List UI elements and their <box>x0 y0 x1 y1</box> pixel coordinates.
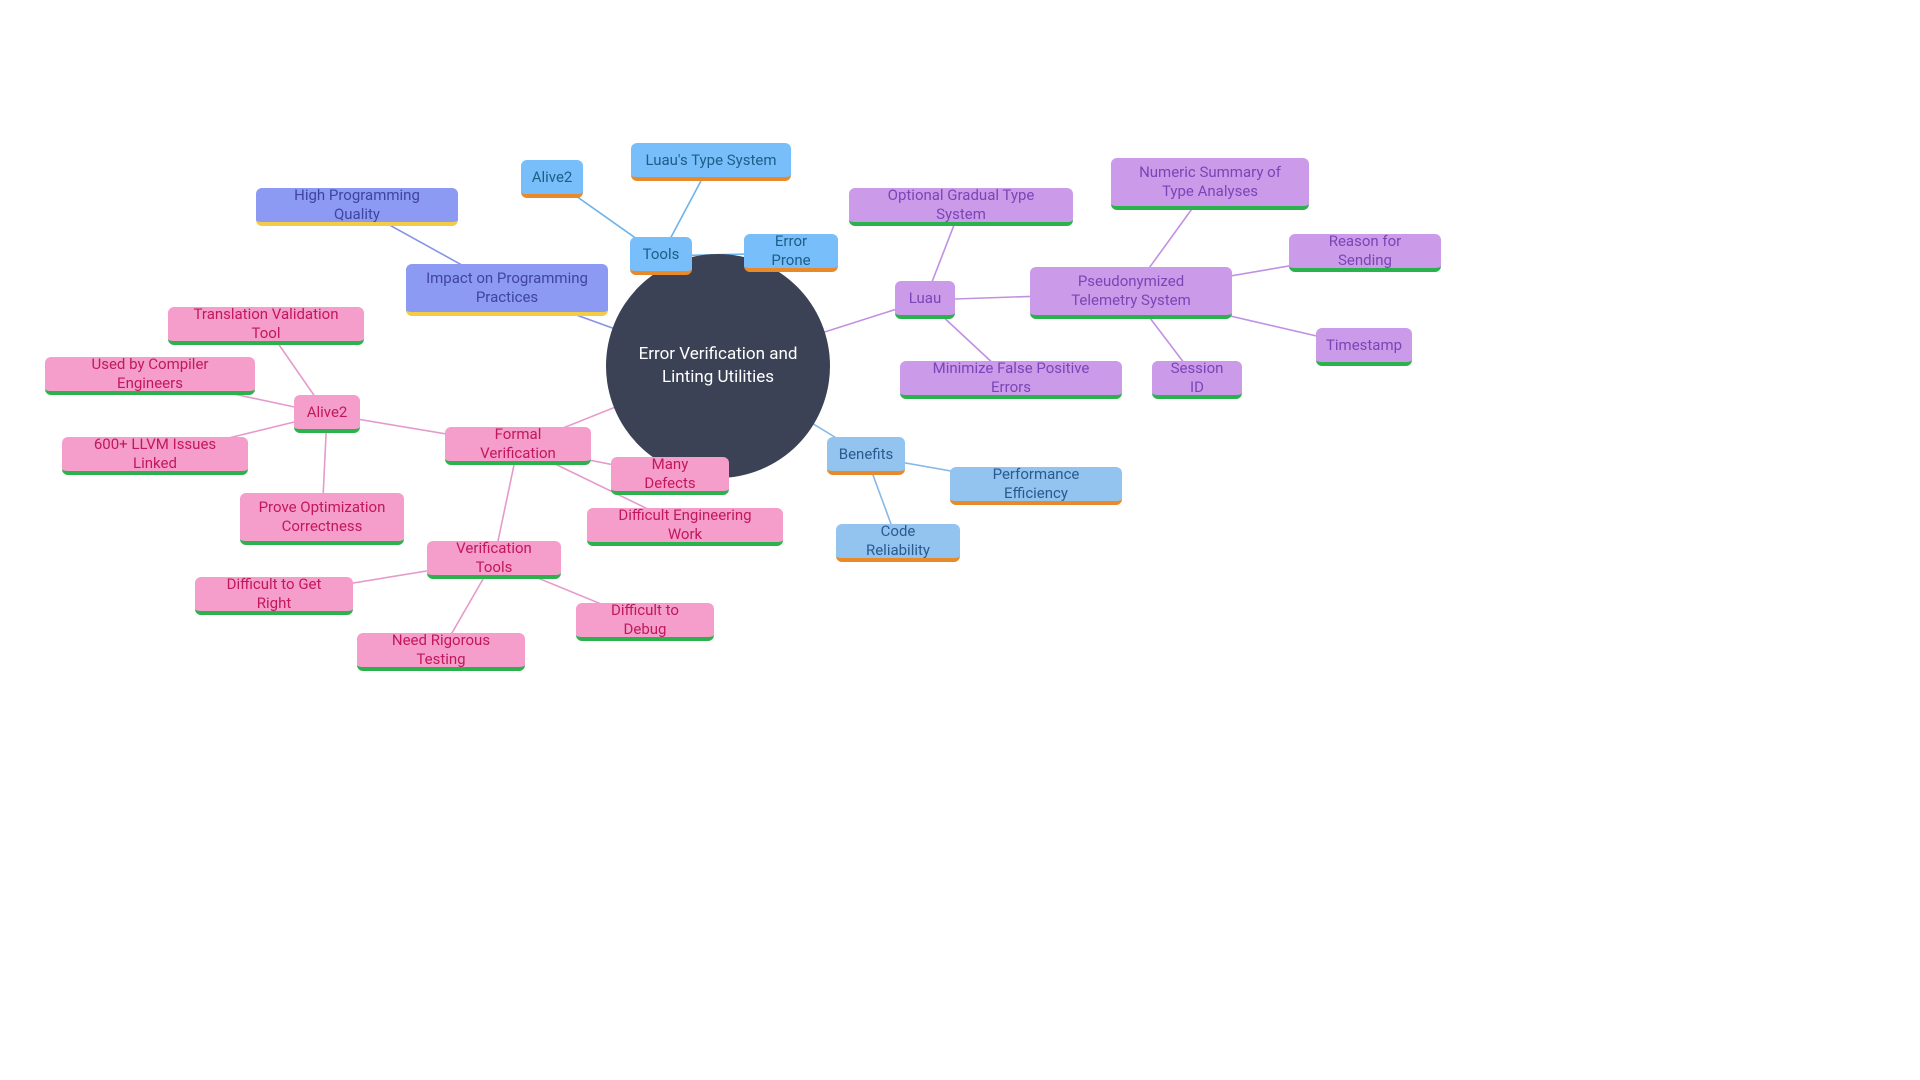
node-label: Translation Validation Tool <box>182 305 350 343</box>
node-label: Optional Gradual Type System <box>863 186 1059 224</box>
node-label: Impact on Programming Practices <box>420 269 594 307</box>
node-label: Alive2 <box>307 403 348 422</box>
node-label: Luau's Type System <box>645 151 776 170</box>
node-diffright: Difficult to Get Right <box>195 577 353 615</box>
node-label: Reason for Sending <box>1303 232 1427 270</box>
node-sessionid: Session ID <box>1152 361 1242 399</box>
node-diffdebug: Difficult to Debug <box>576 603 714 641</box>
node-tools: Tools <box>630 237 692 275</box>
node-label: Timestamp <box>1326 336 1402 355</box>
node-label: Used by Compiler Engineers <box>59 355 241 393</box>
node-highq: High Programming Quality <box>256 188 458 226</box>
node-reason: Reason for Sending <box>1289 234 1441 272</box>
node-timestamp: Timestamp <box>1316 328 1412 366</box>
node-compeng: Used by Compiler Engineers <box>45 357 255 395</box>
node-label: 600+ LLVM Issues Linked <box>76 435 234 473</box>
node-proveopt: Prove Optimization Correctness <box>240 493 404 545</box>
node-rigtest: Need Rigorous Testing <box>357 633 525 671</box>
center-label: Error Verification and Linting Utilities <box>620 343 816 389</box>
node-telemetry: Pseudonymized Telemetry System <box>1030 267 1232 319</box>
node-label: Alive2 <box>532 168 573 187</box>
node-label: Pseudonymized Telemetry System <box>1044 272 1218 310</box>
node-transval: Translation Validation Tool <box>168 307 364 345</box>
node-alive2t: Alive2 <box>521 160 583 198</box>
node-luauts: Luau's Type System <box>631 143 791 181</box>
node-minfp: Minimize False Positive Errors <box>900 361 1122 399</box>
node-label: Formal Verification <box>459 425 577 463</box>
node-label: Tools <box>643 245 680 264</box>
node-label: High Programming Quality <box>270 186 444 224</box>
node-label: Numeric Summary of Type Analyses <box>1125 163 1295 201</box>
node-luau: Luau <box>895 281 955 319</box>
node-numsum: Numeric Summary of Type Analyses <box>1111 158 1309 210</box>
node-label: Many Defects <box>625 455 715 493</box>
node-optgrad: Optional Gradual Type System <box>849 188 1073 226</box>
node-label: Verification Tools <box>441 539 547 577</box>
node-label: Luau <box>909 289 941 308</box>
node-benefits: Benefits <box>827 437 905 475</box>
node-label: Code Reliability <box>850 522 946 560</box>
node-label: Difficult to Debug <box>590 601 700 639</box>
node-diffeng: Difficult Engineering Work <box>587 508 783 546</box>
node-alive2p: Alive2 <box>294 395 360 433</box>
center-node: Error Verification and Linting Utilities <box>606 254 830 478</box>
node-label: Prove Optimization Correctness <box>254 498 390 536</box>
node-impact: Impact on Programming Practices <box>406 264 608 316</box>
node-label: Benefits <box>839 445 894 464</box>
node-label: Performance Efficiency <box>964 465 1108 503</box>
node-coderel: Code Reliability <box>836 524 960 562</box>
node-label: Difficult to Get Right <box>209 575 339 613</box>
node-vertools: Verification Tools <box>427 541 561 579</box>
node-label: Minimize False Positive Errors <box>914 359 1108 397</box>
node-formal: Formal Verification <box>445 427 591 465</box>
node-label: Session ID <box>1166 359 1228 397</box>
node-perf: Performance Efficiency <box>950 467 1122 505</box>
node-manydefects: Many Defects <box>611 457 729 495</box>
node-label: Need Rigorous Testing <box>371 631 511 669</box>
node-label: Error Prone <box>758 232 824 270</box>
node-errprone: Error Prone <box>744 234 838 272</box>
node-llvm: 600+ LLVM Issues Linked <box>62 437 248 475</box>
node-label: Difficult Engineering Work <box>601 506 769 544</box>
